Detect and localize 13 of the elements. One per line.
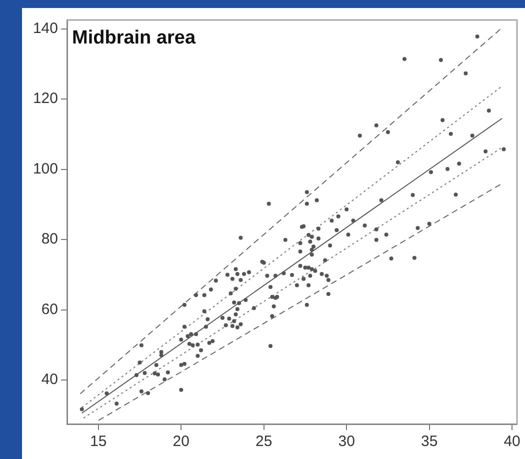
y-tick-label: 80 [41, 230, 58, 248]
y-tick-label: 40 [41, 371, 58, 388]
y-tick-label: 120 [32, 90, 58, 108]
x-tick-label: 20 [172, 433, 190, 450]
x-tick-label: 35 [420, 433, 438, 450]
y-tick-label: 100 [32, 160, 58, 178]
x-tick-label: 25 [256, 433, 272, 450]
chart-title: Midbrain area [72, 28, 196, 49]
y-tick-label: 140 [32, 20, 58, 37]
y-tick-label: 60 [41, 300, 58, 318]
x-tick-label: 15 [90, 433, 107, 450]
x-tick-label: 40 [504, 433, 520, 450]
x-tick-label: 30 [338, 433, 355, 450]
